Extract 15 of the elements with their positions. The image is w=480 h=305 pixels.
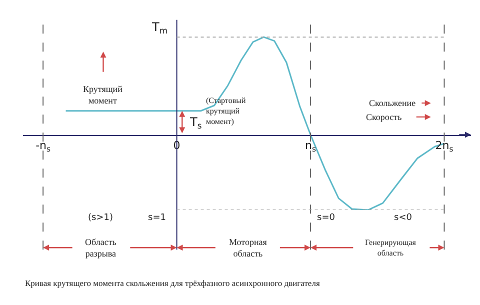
x-tick-label: -n$_{s}$ bbox=[36, 138, 51, 154]
text: Моторная область bbox=[229, 237, 267, 259]
annotation: T$_{s}$ bbox=[189, 115, 202, 131]
text: Генерирующая область bbox=[365, 238, 416, 258]
text: (s>1) bbox=[88, 213, 113, 223]
text: Кривая крутящего момента скольжения для трёхфазного асинхронного двигателя bbox=[25, 278, 320, 288]
annotation: Скорость bbox=[366, 112, 402, 122]
text: s<0 bbox=[394, 213, 412, 223]
text: Область разрыва bbox=[85, 237, 116, 259]
y-axis-title: T$_{m}$ bbox=[151, 20, 168, 36]
text: s=0 bbox=[317, 213, 336, 223]
text: s=1 bbox=[148, 213, 166, 223]
annotation: Крутящий момент bbox=[83, 84, 123, 106]
x-tick-label: n$_{s}$ bbox=[305, 138, 316, 154]
annotation: Скольжение bbox=[369, 98, 416, 108]
